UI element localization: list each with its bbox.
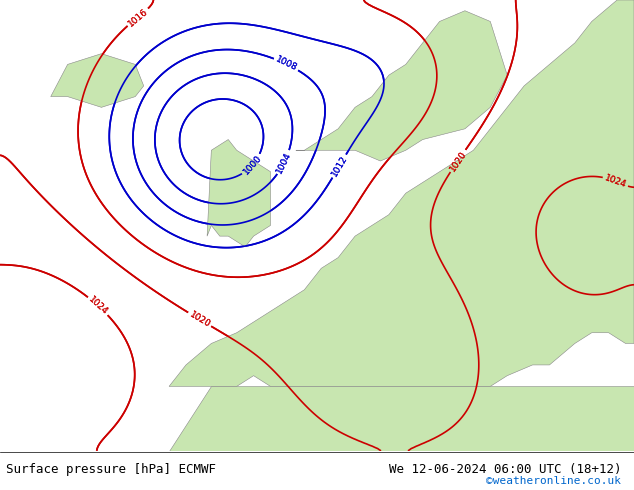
Text: 1024: 1024: [604, 173, 628, 189]
Text: 1020: 1020: [188, 310, 212, 329]
Text: 1020: 1020: [448, 149, 468, 173]
Text: 1024: 1024: [604, 173, 628, 189]
Text: 1000: 1000: [242, 153, 263, 177]
Text: 1004: 1004: [275, 150, 294, 175]
Polygon shape: [51, 54, 144, 107]
Text: ©weatheronline.co.uk: ©weatheronline.co.uk: [486, 476, 621, 486]
Text: 1024: 1024: [87, 295, 110, 317]
Text: 1012: 1012: [330, 154, 349, 178]
Text: 1020: 1020: [448, 149, 468, 173]
Polygon shape: [169, 0, 634, 387]
Text: 1008: 1008: [274, 55, 299, 73]
Polygon shape: [296, 11, 507, 161]
Text: Surface pressure [hPa] ECMWF: Surface pressure [hPa] ECMWF: [6, 463, 216, 476]
Polygon shape: [169, 387, 634, 451]
Text: 1016: 1016: [126, 6, 150, 28]
Text: 1016: 1016: [126, 6, 150, 28]
Text: 1024: 1024: [87, 295, 110, 317]
Text: 1020: 1020: [188, 310, 212, 329]
Text: 1004: 1004: [275, 150, 294, 175]
Text: 1000: 1000: [242, 153, 263, 177]
Text: 1008: 1008: [274, 55, 299, 73]
Text: 1012: 1012: [330, 154, 349, 178]
Text: We 12-06-2024 06:00 UTC (18+12): We 12-06-2024 06:00 UTC (18+12): [389, 463, 621, 476]
Polygon shape: [207, 140, 271, 247]
